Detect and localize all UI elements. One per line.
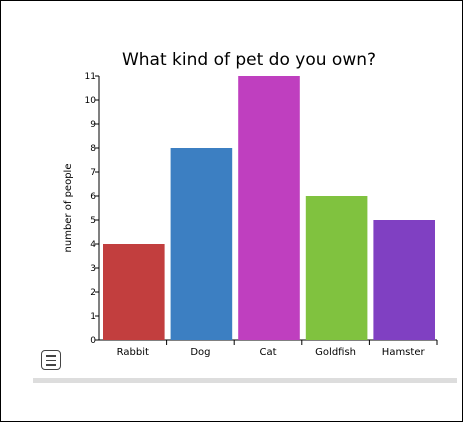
bar-goldfish[interactable]	[305, 196, 368, 340]
x-tick-label-dog: Dog	[190, 347, 210, 358]
y-ticks: 0 1 2 3 4 5 6 7 8 9 10 11	[85, 72, 99, 346]
hamburger-menu-icon[interactable]	[41, 350, 61, 370]
bar-cat[interactable]	[238, 76, 300, 340]
bar-dog[interactable]	[170, 148, 233, 340]
y-tick-label: 1	[90, 312, 96, 322]
bar-hamster[interactable]	[373, 220, 435, 340]
y-tick-label: 0	[90, 336, 96, 346]
bars	[103, 76, 435, 340]
x-ticks: Rabbit Dog Cat Goldfish Hamster	[117, 340, 438, 358]
x-tick-label-cat: Cat	[259, 347, 276, 358]
y-tick-label: 2	[90, 288, 96, 298]
chart-title: What kind of pet do you own?	[122, 50, 376, 70]
y-tick-label: 11	[85, 72, 96, 82]
y-tick-label: 10	[85, 96, 97, 106]
bar-rabbit[interactable]	[103, 244, 165, 340]
y-tick-label: 6	[90, 192, 96, 202]
x-tick-label-rabbit: Rabbit	[117, 347, 149, 358]
y-axis-label: number of people	[63, 164, 74, 253]
horizontal-scrollbar[interactable]	[33, 378, 457, 383]
x-tick-label-hamster: Hamster	[382, 347, 426, 358]
y-tick-label: 4	[90, 240, 96, 250]
y-tick-label: 9	[90, 120, 96, 130]
y-tick-label: 3	[90, 264, 96, 274]
y-tick-label: 5	[90, 216, 96, 226]
y-tick-label: 8	[90, 144, 96, 154]
x-tick-label-goldfish: Goldfish	[315, 347, 356, 358]
y-tick-label: 7	[90, 168, 96, 178]
